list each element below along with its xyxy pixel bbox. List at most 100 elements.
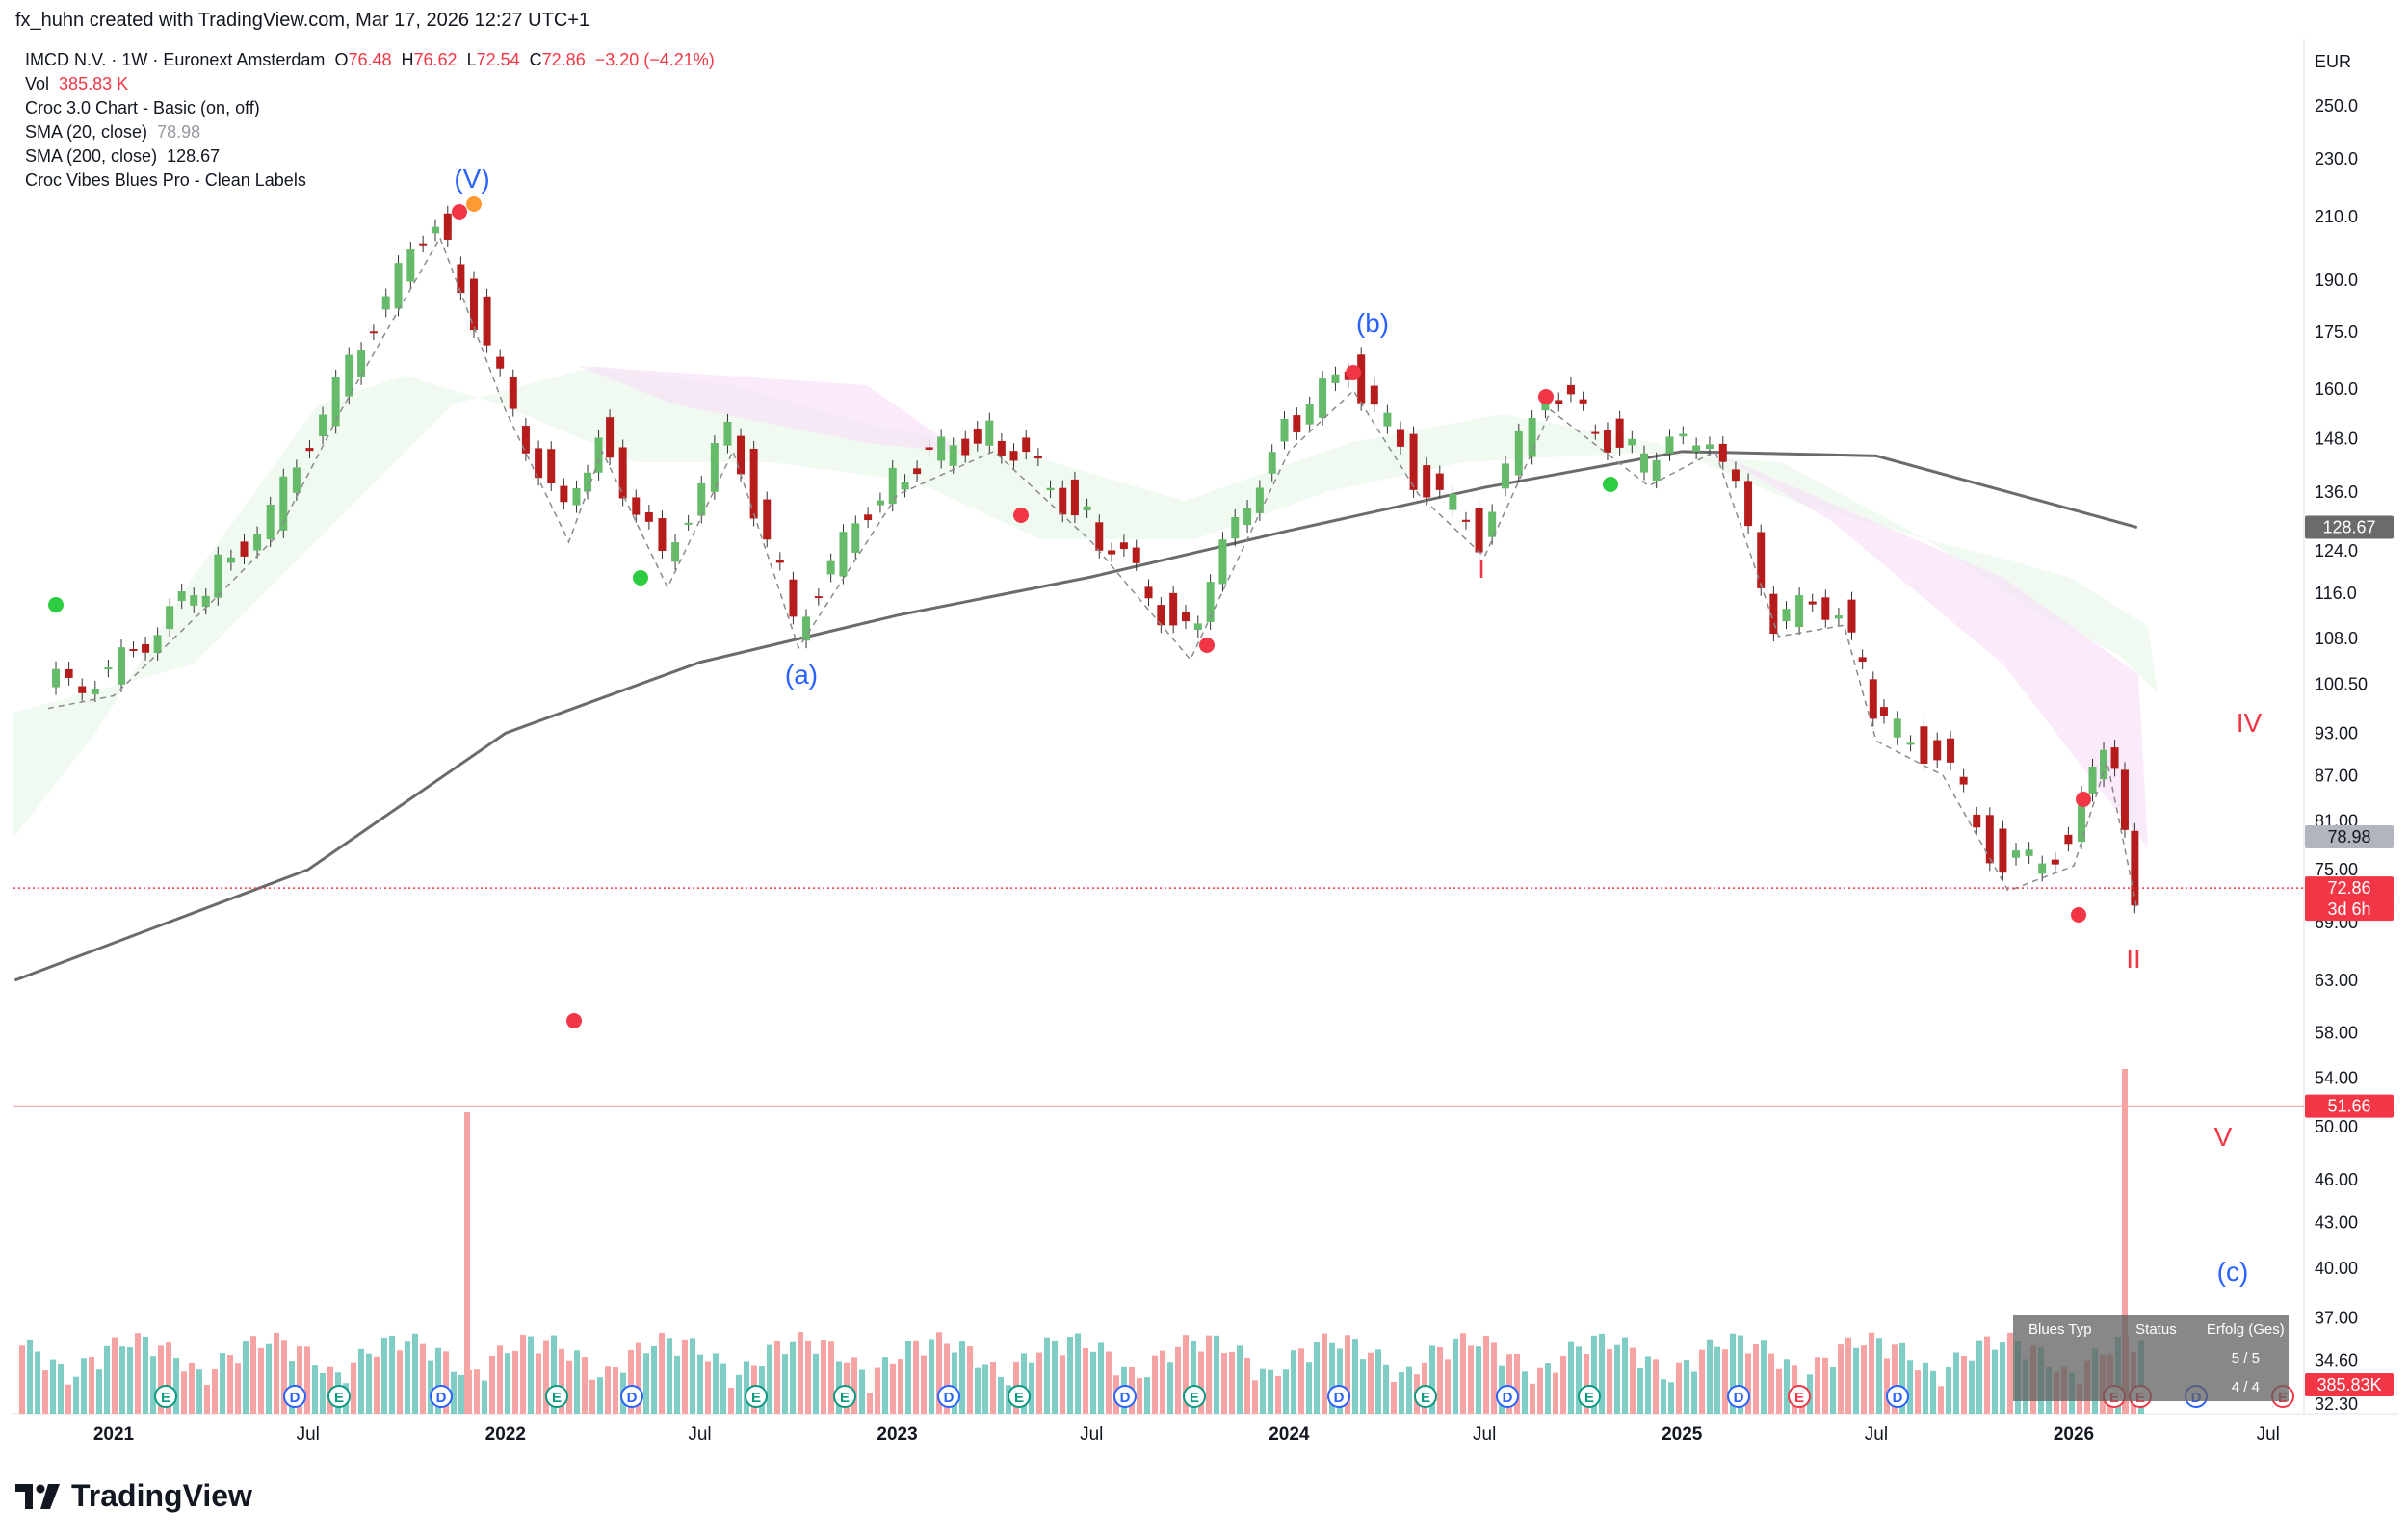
candle <box>1541 402 1550 411</box>
candle <box>443 213 452 240</box>
cloud-area <box>13 366 2158 838</box>
candle <box>65 668 73 678</box>
symbol-row[interactable]: IMCD N.V. · 1W · Euronext Amsterdam O76.… <box>25 48 715 72</box>
level-price-label: 51.66 <box>2327 1097 2370 1116</box>
candle <box>584 472 592 492</box>
price-tick-label: 100.50 <box>2315 674 2368 693</box>
candle <box>153 635 162 654</box>
candle <box>1280 419 1289 442</box>
volume-bar <box>1375 1349 1381 1414</box>
volume-bar <box>2007 1332 2013 1414</box>
volume-bar <box>397 1350 403 1414</box>
volume-bar <box>929 1339 934 1414</box>
volume-bar <box>898 1359 903 1414</box>
candle <box>763 499 772 540</box>
indicator-croc[interactable]: Croc 3.0 Chart - Basic (on, off) <box>25 98 260 117</box>
price-tick-label: 32.30 <box>2315 1394 2358 1414</box>
candle <box>901 482 909 490</box>
candle <box>1985 815 1994 864</box>
candle <box>697 482 706 516</box>
event-marker-label: E <box>334 1390 344 1406</box>
candle <box>1679 433 1688 437</box>
volume-bar <box>320 1372 326 1414</box>
wave-label: V <box>2214 1122 2233 1152</box>
blues-row-erfolg: 4 / 4 <box>2231 1378 2260 1395</box>
event-marker-icon <box>154 1385 177 1408</box>
candle <box>826 560 835 575</box>
volume-row[interactable]: Vol 385.83 K <box>25 72 715 96</box>
volume-bar <box>959 1341 965 1414</box>
candle <box>876 500 884 506</box>
volume-bar <box>1668 1382 1674 1414</box>
volume-bar <box>851 1357 857 1414</box>
volume-bar <box>1260 1368 1266 1414</box>
price-tick-label: 230.0 <box>2315 149 2358 169</box>
volume-bar <box>464 1112 470 1414</box>
candle <box>973 429 982 444</box>
created-by-text: fx_huhn created with TradingView.com, Ma… <box>15 10 590 31</box>
volume-bar <box>1961 1356 1967 1414</box>
blues-table-row: 5 / 5 <box>2013 1343 2289 1372</box>
volume-bar <box>1083 1347 1088 1414</box>
price-tick-label: 148.0 <box>2315 429 2358 448</box>
time-tick-label: Jul <box>1473 1424 1496 1445</box>
candle <box>594 437 603 473</box>
indicator-sma200[interactable]: SMA (200, close) 128.67 <box>25 144 715 169</box>
volume-bar <box>1437 1346 1443 1414</box>
candle <box>190 595 198 606</box>
volume-bar <box>1252 1380 1258 1414</box>
candle <box>789 579 798 617</box>
candle <box>775 560 784 563</box>
volume-bar <box>143 1336 148 1414</box>
candle <box>1603 430 1611 453</box>
candle <box>1370 385 1378 405</box>
volume-bar <box>212 1369 218 1414</box>
candle <box>1357 354 1366 404</box>
volume-bar <box>1445 1359 1451 1414</box>
candles <box>52 205 2139 914</box>
volume-bar <box>1429 1345 1435 1414</box>
indicator-croc-vibes[interactable]: Croc Vibes Blues Pro - Clean Labels <box>25 170 306 190</box>
candle <box>572 487 581 506</box>
event-marker-icon <box>283 1385 306 1408</box>
close-value: 72.86 <box>541 50 586 69</box>
volume-bar <box>1946 1367 1951 1414</box>
volume-bar <box>1368 1352 1374 1414</box>
volume-bar <box>744 1361 749 1414</box>
volume-price-label: 385.83K <box>2316 1375 2381 1394</box>
volume-bar <box>274 1332 279 1414</box>
event-marker-label: E <box>1584 1390 1594 1406</box>
tradingview-logo[interactable]: TradingView <box>15 1478 252 1514</box>
sma200-price-label: 128.67 <box>2322 518 2375 537</box>
candle <box>618 447 627 499</box>
volume-bar <box>813 1353 819 1414</box>
signal-marker <box>48 597 64 612</box>
volume-bar <box>1899 1342 1905 1414</box>
candle <box>357 350 366 377</box>
indicator-sma20[interactable]: SMA (20, close) 78.98 <box>25 120 715 144</box>
volume-bar <box>1345 1335 1350 1414</box>
volume-bar <box>1661 1379 1666 1414</box>
volume-bar <box>1707 1339 1713 1414</box>
candle <box>201 595 210 608</box>
sma20-price-label-box <box>2305 825 2394 849</box>
time-tick-label: 2023 <box>877 1424 917 1445</box>
volume-bar <box>1268 1369 1273 1414</box>
volume-bar <box>828 1341 834 1414</box>
volume-bar <box>196 1369 202 1414</box>
volume-bar <box>705 1361 711 1414</box>
candle <box>997 440 1006 456</box>
volume-bar <box>1923 1362 1928 1414</box>
candle <box>1808 601 1817 605</box>
volume-bar <box>636 1342 641 1414</box>
candle <box>1718 443 1727 462</box>
volume-bar <box>1630 1347 1636 1414</box>
event-marker-icon <box>937 1385 960 1408</box>
candle <box>937 436 946 461</box>
volume-bar <box>1599 1333 1605 1414</box>
volume-bar <box>1761 1340 1767 1414</box>
candle <box>2100 749 2108 780</box>
volume-bar <box>19 1345 25 1414</box>
volume-bar <box>1907 1360 1913 1414</box>
